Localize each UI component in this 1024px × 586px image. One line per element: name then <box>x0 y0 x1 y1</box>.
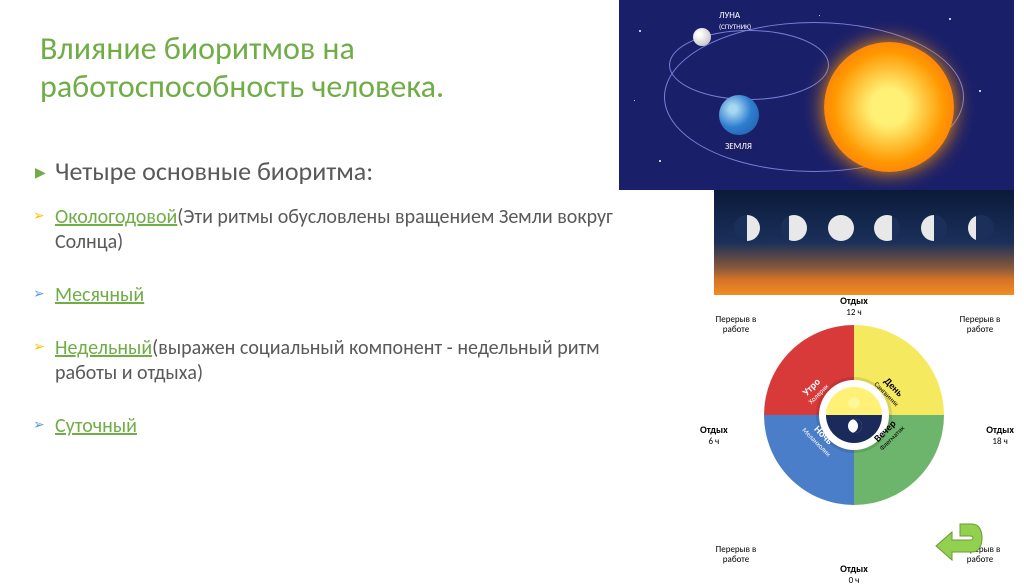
item-link[interactable]: Окологодовой <box>55 205 177 229</box>
star-icon <box>949 18 951 20</box>
earth-label: ЗЕМЛЯ <box>722 140 755 153</box>
item-link[interactable]: Месячный <box>55 283 144 307</box>
moon-icon <box>693 28 711 46</box>
biorhythm-list: Окологодовой(Эти ритмы обусловлены враще… <box>55 205 615 467</box>
moon-sublabel: (СПУТНИК) <box>719 22 751 31</box>
wheel-label-left: Отдых6 ч <box>700 423 728 447</box>
list-item: Месячный <box>55 283 615 308</box>
wheel-break-label: Перерыв в работе <box>950 315 1010 335</box>
back-button[interactable] <box>932 516 984 562</box>
list-item: Окологодовой(Эти ритмы обусловлены враще… <box>55 205 615 255</box>
solar-system-image: ЗЕМЛЯ ЛУНА (СПУТНИК) <box>619 0 1014 190</box>
moon-phase-icon <box>921 215 947 241</box>
list-item: Суточный <box>55 414 615 439</box>
wheel-label-bottom: Отдых0 ч <box>840 562 868 586</box>
moon-phase-icon <box>734 215 760 241</box>
slide-title: Влияние биоритмов на работоспособность ч… <box>40 30 600 107</box>
day-night-icon <box>826 387 882 443</box>
wheel-icon: ДеньСангвиник ВечерФлегматик НочьМеланхо… <box>764 325 944 505</box>
list-item: Недельный(выражен социальный компонент -… <box>55 336 615 386</box>
moon-phase-icon <box>828 215 854 241</box>
wheel-label-top: Отдых12 ч <box>840 294 868 318</box>
wheel-label-right: Отдых18 ч <box>986 423 1014 447</box>
sun-icon <box>824 42 954 172</box>
star-icon <box>634 100 635 101</box>
star-icon <box>639 30 641 32</box>
subtitle: Четыре основные биоритма: <box>55 155 373 187</box>
moon-phase-icon <box>874 215 900 241</box>
return-arrow-icon <box>932 516 984 562</box>
moon-label: ЛУНА <box>719 10 740 21</box>
moon-phase-icon <box>968 215 994 241</box>
moon-phase-icon <box>781 215 807 241</box>
star-icon <box>659 160 661 162</box>
wheel-break-label: Перерыв в работе <box>706 315 766 335</box>
item-link[interactable]: Суточный <box>55 414 137 438</box>
earth-icon <box>719 95 759 135</box>
wheel-break-label: Перерыв в работе <box>706 545 766 565</box>
star-icon <box>819 15 820 16</box>
star-icon <box>979 90 981 92</box>
item-link[interactable]: Недельный <box>55 336 152 360</box>
moon-phases-image <box>714 190 1014 295</box>
